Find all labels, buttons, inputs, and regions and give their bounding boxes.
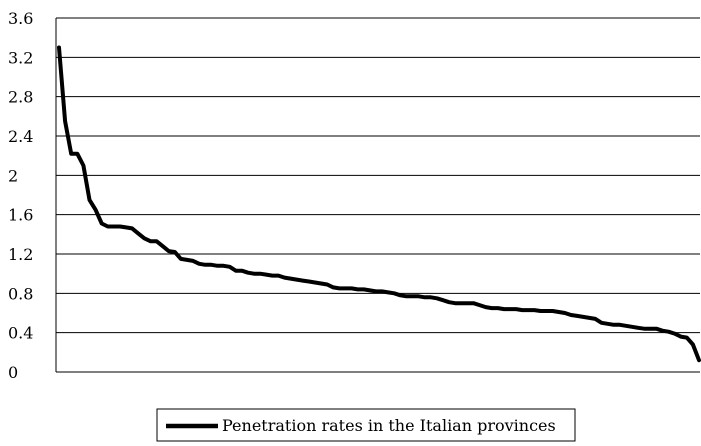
- series-line: [57, 45, 701, 363]
- legend-label: Penetration rates in the Italian provinc…: [222, 416, 556, 435]
- y-tick-label: 2: [8, 166, 18, 185]
- y-tick-label: 1.6: [8, 206, 33, 225]
- y-tick-label: 0: [8, 363, 18, 382]
- y-tick-label: 1.2: [8, 245, 33, 264]
- legend: Penetration rates in the Italian provinc…: [156, 408, 576, 442]
- y-tick-label: 0.8: [8, 284, 33, 303]
- grid-lines: [56, 17, 700, 334]
- y-tick-label: 3.6: [8, 9, 33, 28]
- y-tick-label: 0.4: [8, 324, 33, 343]
- y-axis-tick-labels: 0 0.4 0.8 1.2 1.6 2 2.4 2.8 3.2 3.6: [8, 9, 33, 382]
- y-tick-label: 3.2: [8, 48, 33, 67]
- y-tick-label: 2.4: [8, 127, 33, 146]
- y-tick-label: 2.8: [8, 88, 33, 107]
- series-group: [57, 45, 701, 363]
- legend-box: [156, 408, 576, 442]
